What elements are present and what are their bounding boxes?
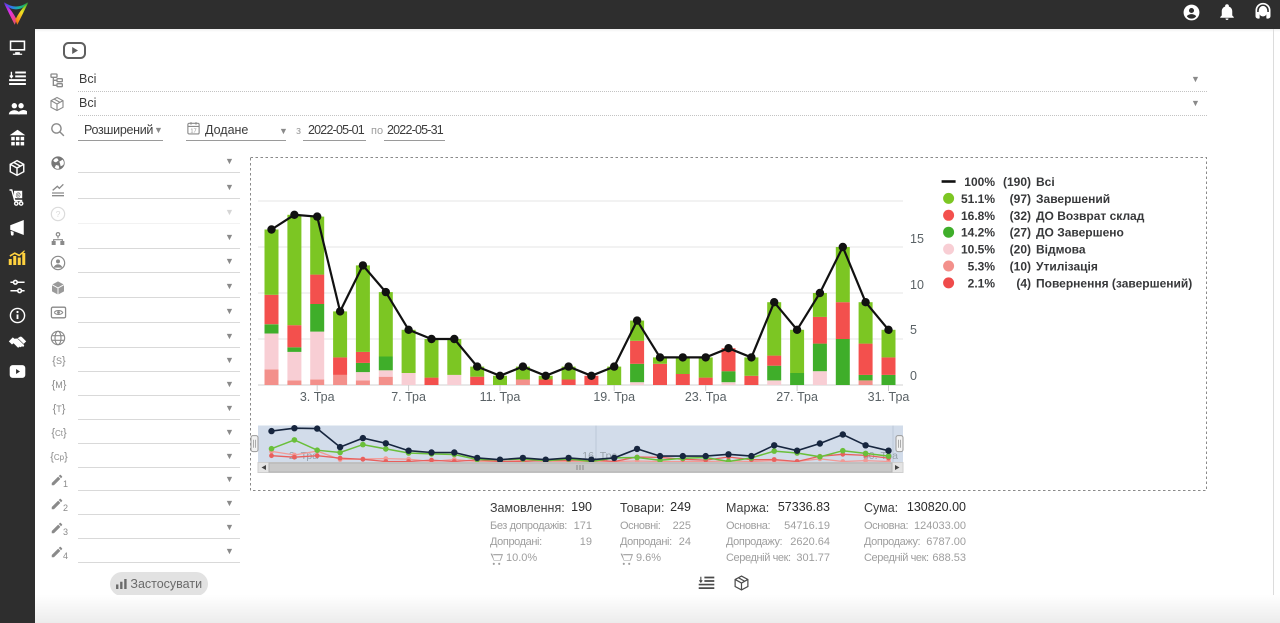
- svg-text:51.1%: 51.1%: [961, 192, 995, 206]
- svg-text:ДО Возврат склад: ДО Возврат склад: [1036, 209, 1145, 223]
- svg-text:(97): (97): [1010, 192, 1031, 206]
- svg-text:0: 0: [910, 369, 917, 383]
- svg-text:14.2%: 14.2%: [961, 226, 995, 240]
- svg-text:(27): (27): [1010, 226, 1031, 240]
- svg-text:Відмова: Відмова: [1036, 243, 1086, 257]
- svg-text:(190): (190): [1003, 175, 1031, 189]
- svg-text:(4): (4): [1016, 276, 1031, 290]
- svg-text:7. Тра: 7. Тра: [391, 390, 426, 404]
- svg-text:(32): (32): [1010, 209, 1031, 223]
- svg-text:5.3%: 5.3%: [968, 260, 996, 274]
- svg-text:ДО Завершено: ДО Завершено: [1036, 226, 1124, 240]
- svg-text:Всі: Всі: [1036, 175, 1055, 189]
- svg-text:Повернення (завершений): Повернення (завершений): [1036, 276, 1192, 290]
- svg-text:Завершений: Завершений: [1036, 192, 1110, 206]
- svg-text:5: 5: [910, 323, 917, 337]
- svg-text:(20): (20): [1010, 243, 1031, 257]
- svg-text:27. Тра: 27. Тра: [776, 390, 818, 404]
- svg-text:2.1%: 2.1%: [968, 276, 996, 290]
- svg-text:16.8%: 16.8%: [961, 209, 995, 223]
- svg-text:19. Тра: 19. Тра: [593, 390, 635, 404]
- svg-text:100%: 100%: [964, 175, 995, 189]
- svg-text:11. Тра: 11. Тра: [480, 390, 521, 404]
- svg-text:17: 17: [190, 128, 196, 134]
- svg-text:3. Тра: 3. Тра: [300, 390, 335, 404]
- svg-text:10: 10: [910, 278, 924, 292]
- svg-text:31. Тра: 31. Тра: [868, 390, 910, 404]
- svg-text:Утилізація: Утилізація: [1036, 260, 1098, 274]
- svg-text:(10): (10): [1010, 260, 1031, 274]
- svg-text:15: 15: [910, 232, 924, 246]
- svg-text:@: @: [15, 192, 20, 198]
- svg-text:23. Тра: 23. Тра: [685, 390, 727, 404]
- svg-text:?: ?: [56, 209, 61, 219]
- svg-text:10.5%: 10.5%: [961, 243, 995, 257]
